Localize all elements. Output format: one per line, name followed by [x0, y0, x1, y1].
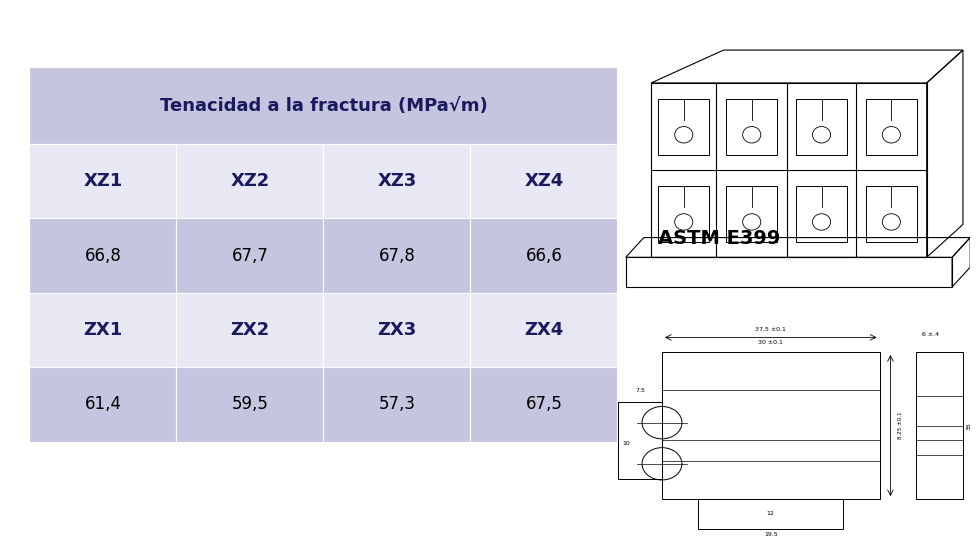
Text: XZ4: XZ4	[524, 172, 564, 190]
Text: ZX2: ZX2	[230, 321, 270, 339]
FancyBboxPatch shape	[29, 67, 617, 144]
Text: ZX1: ZX1	[83, 321, 122, 339]
Text: 67,7: 67,7	[231, 246, 269, 264]
Text: XZ3: XZ3	[377, 172, 416, 190]
Text: 66,8: 66,8	[84, 246, 122, 264]
FancyBboxPatch shape	[29, 367, 176, 442]
FancyBboxPatch shape	[176, 144, 323, 218]
FancyBboxPatch shape	[470, 367, 617, 442]
FancyBboxPatch shape	[29, 218, 176, 293]
Text: 59,5: 59,5	[231, 395, 269, 413]
FancyBboxPatch shape	[176, 218, 323, 293]
Text: XZ1: XZ1	[83, 172, 122, 190]
FancyBboxPatch shape	[176, 293, 323, 367]
Text: 67,8: 67,8	[378, 246, 416, 264]
FancyBboxPatch shape	[470, 218, 617, 293]
FancyBboxPatch shape	[323, 144, 470, 218]
FancyBboxPatch shape	[29, 144, 176, 218]
Text: 12: 12	[766, 511, 775, 516]
Text: 10: 10	[622, 441, 629, 446]
FancyBboxPatch shape	[323, 367, 470, 442]
Text: 37,5 ±0.1: 37,5 ±0.1	[756, 326, 786, 332]
Text: 67,5: 67,5	[525, 395, 563, 413]
FancyBboxPatch shape	[176, 367, 323, 442]
FancyBboxPatch shape	[323, 293, 470, 367]
FancyBboxPatch shape	[470, 144, 617, 218]
Text: 7.5: 7.5	[635, 388, 645, 393]
Text: 19.5: 19.5	[763, 532, 778, 537]
FancyBboxPatch shape	[29, 293, 176, 367]
Text: 6 ±.4: 6 ±.4	[922, 333, 939, 337]
Text: 30 ±0.1: 30 ±0.1	[759, 340, 783, 346]
Text: Tenacidad a la fractura (MPa√m): Tenacidad a la fractura (MPa√m)	[160, 96, 487, 114]
FancyBboxPatch shape	[470, 293, 617, 367]
Text: 61,4: 61,4	[84, 395, 122, 413]
Text: ZX4: ZX4	[524, 321, 564, 339]
Text: ASTM E399: ASTM E399	[659, 228, 780, 248]
Text: 35: 35	[966, 422, 971, 430]
Text: 66,6: 66,6	[525, 246, 563, 264]
Text: 57,3: 57,3	[378, 395, 416, 413]
Text: 8.25 ±0.1: 8.25 ±0.1	[898, 412, 903, 440]
Text: XZ2: XZ2	[230, 172, 270, 190]
Text: ZX3: ZX3	[377, 321, 416, 339]
FancyBboxPatch shape	[323, 218, 470, 293]
